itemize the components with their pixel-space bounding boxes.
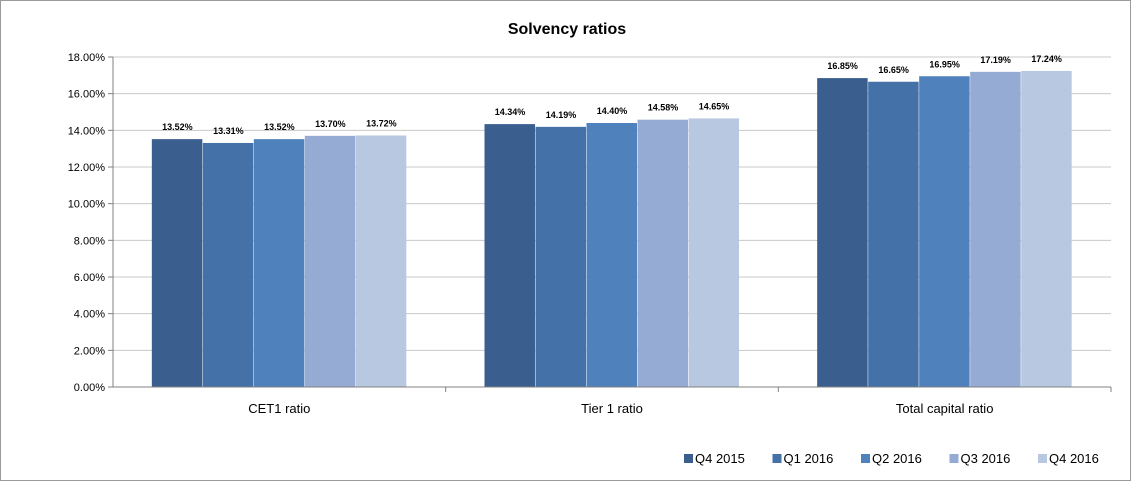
data-label: 14.40% bbox=[597, 106, 628, 116]
legend-swatch bbox=[772, 454, 782, 463]
y-axis: 0.00% 2.00% 4.00% 6.00% 8.00% 10.00% 12.00% 14.… bbox=[68, 52, 114, 394]
legend-swatch bbox=[1038, 454, 1047, 463]
data-label: 13.52% bbox=[162, 122, 193, 132]
bar bbox=[970, 71, 1021, 387]
data-label: 16.95% bbox=[929, 59, 960, 69]
data-label: 13.70% bbox=[315, 119, 346, 129]
bar bbox=[355, 135, 407, 387]
data-label: 17.24% bbox=[1031, 54, 1062, 64]
bar bbox=[535, 126, 586, 387]
bar bbox=[919, 76, 970, 387]
bar bbox=[868, 81, 919, 387]
bar bbox=[253, 139, 305, 387]
y-tick-label: 18.00% bbox=[68, 52, 106, 64]
y-tick-label: 12.00% bbox=[68, 162, 106, 174]
data-label: 13.31% bbox=[213, 126, 244, 136]
legend-entry: Q2 2016 bbox=[872, 451, 922, 466]
data-label: 14.65% bbox=[699, 101, 730, 111]
y-tick-label: 6.00% bbox=[74, 272, 105, 284]
bar bbox=[688, 118, 739, 388]
legend-entry: Q1 2016 bbox=[784, 451, 834, 466]
data-labels: 13.52% 13.31% 13.52% 13.70% 13.72% 14.34% 14.1… bbox=[162, 54, 1062, 136]
data-label: 14.19% bbox=[546, 110, 577, 120]
bars bbox=[151, 70, 1072, 388]
legend: Q4 2015 Q1 2016 Q2 2016 Q3 2016 Q4 2016 bbox=[684, 451, 1099, 466]
legend-swatch bbox=[861, 454, 870, 463]
bar bbox=[637, 119, 688, 387]
legend-entry: Q4 2016 bbox=[1049, 451, 1099, 466]
x-category-label: CET1 ratio bbox=[248, 401, 310, 416]
y-tick-label: 14.00% bbox=[68, 125, 106, 137]
bar bbox=[151, 139, 203, 387]
data-label: 13.72% bbox=[366, 118, 397, 128]
bar bbox=[1021, 70, 1072, 387]
bar bbox=[817, 78, 868, 387]
chart-title: Solvency ratios bbox=[508, 21, 626, 38]
y-tick-label: 4.00% bbox=[74, 309, 105, 321]
x-category-label: Tier 1 ratio bbox=[581, 401, 643, 416]
data-label: 14.58% bbox=[648, 103, 679, 113]
y-tick-label: 16.00% bbox=[68, 89, 106, 101]
x-category-label: Total capital ratio bbox=[896, 401, 994, 416]
y-tick-label: 8.00% bbox=[74, 235, 105, 247]
x-axis: CET1 ratio Tier 1 ratio Total capital rati… bbox=[108, 386, 1112, 416]
y-tick-label: 10.00% bbox=[68, 199, 106, 211]
data-label: 13.52% bbox=[264, 122, 295, 132]
bar bbox=[304, 135, 356, 387]
data-label: 16.65% bbox=[878, 65, 909, 75]
bar bbox=[484, 124, 535, 387]
bar bbox=[202, 142, 254, 387]
data-label: 14.34% bbox=[495, 107, 526, 117]
legend-swatch bbox=[949, 454, 959, 463]
legend-swatch bbox=[684, 454, 693, 463]
data-label: 17.19% bbox=[980, 55, 1011, 65]
legend-entry: Q4 2015 bbox=[695, 451, 745, 466]
data-label: 16.85% bbox=[827, 61, 858, 71]
y-tick-label: 2.00% bbox=[74, 345, 105, 357]
legend-entry: Q3 2016 bbox=[961, 451, 1011, 466]
y-tick-label: 0.00% bbox=[74, 382, 105, 394]
bar bbox=[586, 123, 637, 387]
